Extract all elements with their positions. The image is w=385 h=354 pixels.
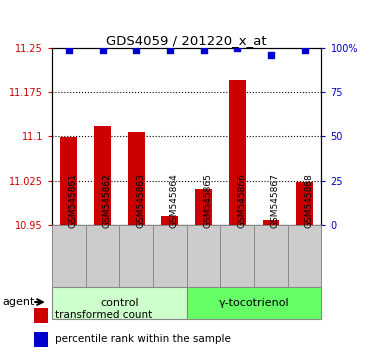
Text: GSM545861: GSM545861 [69, 173, 78, 228]
Title: GDS4059 / 201220_x_at: GDS4059 / 201220_x_at [106, 34, 267, 47]
Text: γ-tocotrienol: γ-tocotrienol [219, 298, 290, 308]
Bar [60, 137, 77, 225]
Bar [161, 216, 178, 225]
Text: transformed count: transformed count [55, 310, 152, 320]
Bar [34, 332, 48, 347]
Text: control: control [100, 298, 139, 308]
Text: agent: agent [3, 297, 35, 307]
Point [268, 52, 274, 58]
Point [234, 45, 240, 51]
Bar [52, 225, 85, 287]
Bar [296, 182, 313, 225]
Point [301, 47, 308, 52]
Bar [34, 308, 48, 323]
Bar [94, 126, 111, 225]
Point [66, 47, 72, 52]
Bar [187, 287, 321, 319]
Bar [52, 287, 187, 319]
Bar [288, 225, 321, 287]
Bar [153, 225, 187, 287]
Bar [187, 225, 220, 287]
Text: GSM545864: GSM545864 [170, 173, 179, 228]
Point [201, 47, 207, 52]
Point [167, 47, 173, 52]
Text: GSM545867: GSM545867 [271, 173, 280, 228]
Bar [220, 225, 254, 287]
Bar [254, 225, 288, 287]
Text: GSM545865: GSM545865 [204, 173, 213, 228]
Text: GSM545862: GSM545862 [102, 173, 112, 228]
Bar [85, 225, 119, 287]
Point [133, 47, 139, 52]
Point [99, 47, 105, 52]
Text: GSM545863: GSM545863 [136, 173, 145, 228]
Text: percentile rank within the sample: percentile rank within the sample [55, 335, 230, 344]
Bar [119, 225, 153, 287]
Text: GSM545866: GSM545866 [237, 173, 246, 228]
Bar [229, 80, 246, 225]
Bar [263, 220, 280, 225]
Text: GSM545868: GSM545868 [305, 173, 314, 228]
Bar [195, 189, 212, 225]
Bar [128, 132, 145, 225]
